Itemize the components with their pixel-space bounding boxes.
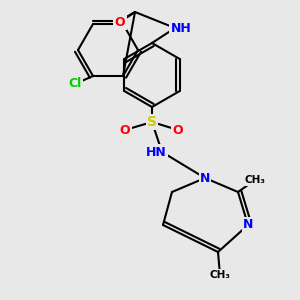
Text: O: O — [115, 16, 125, 28]
Text: CH₃: CH₃ — [209, 270, 230, 280]
Text: N: N — [243, 218, 253, 232]
Text: N: N — [200, 172, 210, 184]
Text: Cl: Cl — [68, 77, 82, 91]
Text: O: O — [120, 124, 130, 136]
Text: HN: HN — [146, 146, 167, 158]
Text: NH: NH — [171, 22, 191, 34]
Text: CH₃: CH₃ — [244, 175, 266, 185]
Text: S: S — [147, 115, 157, 129]
Text: O: O — [173, 124, 183, 136]
